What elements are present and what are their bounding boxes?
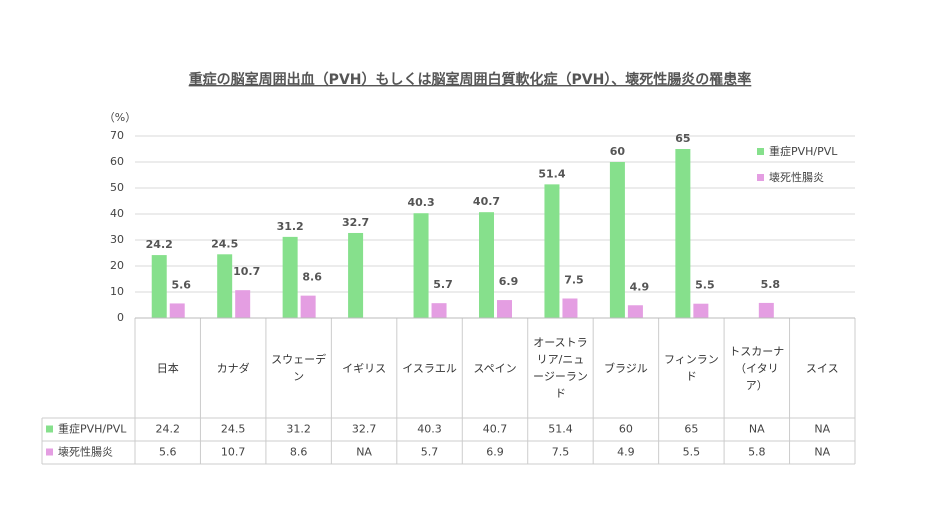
data-label: 40.3 bbox=[407, 196, 434, 209]
y-tick-label: 70 bbox=[110, 129, 124, 142]
x-tick-label: スイス bbox=[805, 361, 839, 375]
bar bbox=[675, 149, 691, 318]
table-cell: 65 bbox=[684, 423, 698, 436]
x-category-cell: ブラジル bbox=[604, 361, 648, 375]
table-cell: 32.7 bbox=[352, 423, 377, 436]
data-label: 65 bbox=[675, 132, 690, 145]
table-cell: 5.8 bbox=[748, 446, 766, 459]
legend-swatch bbox=[757, 174, 764, 181]
table-cell: 31.2 bbox=[286, 423, 311, 436]
data-label: 8.6 bbox=[302, 271, 322, 284]
table-cell: 60 bbox=[619, 423, 633, 436]
bar bbox=[217, 254, 233, 318]
table-cell: 5.7 bbox=[421, 446, 439, 459]
x-tick-label: イギリス bbox=[342, 361, 387, 375]
data-label: 32.7 bbox=[342, 216, 369, 229]
table-cell: NA bbox=[814, 423, 830, 436]
x-category-cell: イスラエル bbox=[402, 361, 457, 375]
y-tick-label: 30 bbox=[110, 233, 124, 246]
y-tick-label: 0 bbox=[117, 311, 124, 324]
table-cell: 24.2 bbox=[155, 423, 180, 436]
table-legend-swatch bbox=[46, 448, 53, 456]
bar bbox=[431, 303, 447, 318]
legend-label: 壊死性腸炎 bbox=[769, 170, 824, 184]
bar bbox=[544, 184, 560, 318]
data-label: 31.2 bbox=[277, 220, 304, 233]
bar bbox=[235, 290, 251, 318]
table-cell: NA bbox=[814, 446, 830, 459]
table-cell: 5.6 bbox=[159, 446, 177, 459]
x-category-cell: 日本 bbox=[156, 361, 179, 375]
data-label: 6.9 bbox=[499, 275, 519, 288]
data-label: 40.7 bbox=[473, 195, 500, 208]
x-tick-label: スペイン bbox=[473, 361, 517, 375]
x-tick-label: スウェーデン bbox=[271, 353, 327, 383]
table-cell: 51.4 bbox=[548, 423, 573, 436]
bar bbox=[300, 295, 316, 318]
bar bbox=[497, 300, 512, 318]
bar bbox=[348, 232, 364, 318]
x-category-cell: スイス bbox=[805, 361, 839, 375]
data-label: 51.4 bbox=[538, 167, 565, 180]
table-row-label: 重症PVH/PVL bbox=[58, 422, 127, 436]
bar bbox=[758, 302, 774, 318]
data-label: 7.5 bbox=[564, 274, 584, 287]
x-tick-label: オーストラリア/ニュージーランド bbox=[533, 336, 588, 400]
x-category-cell: トスカーナ（イタリア） bbox=[729, 344, 785, 392]
bar bbox=[693, 303, 709, 318]
x-category-cell: カナダ bbox=[216, 361, 250, 375]
data-label: 10.7 bbox=[233, 265, 260, 278]
table-cell: 24.5 bbox=[221, 423, 246, 436]
bar bbox=[562, 298, 578, 318]
data-label: 4.9 bbox=[630, 280, 650, 293]
table-cell: 4.9 bbox=[617, 446, 635, 459]
data-label: 5.6 bbox=[171, 278, 191, 291]
y-tick-label: 60 bbox=[110, 155, 124, 168]
data-label: 5.7 bbox=[433, 278, 453, 291]
x-category-cell: フィンランド bbox=[663, 353, 719, 383]
bar bbox=[479, 212, 494, 318]
table-cell: 10.7 bbox=[221, 446, 246, 459]
bar bbox=[169, 303, 185, 318]
bar bbox=[413, 213, 429, 318]
x-tick-label: ブラジル bbox=[604, 361, 648, 375]
data-label: 5.8 bbox=[761, 278, 781, 291]
x-tick-label: トスカーナ（イタリア） bbox=[729, 344, 785, 392]
table-legend-swatch bbox=[46, 425, 53, 433]
table-cell: NA bbox=[749, 423, 765, 436]
data-label: 5.5 bbox=[695, 279, 715, 292]
table-cell: 8.6 bbox=[290, 446, 308, 459]
bar bbox=[151, 255, 167, 318]
table-cell: 40.3 bbox=[417, 423, 442, 436]
x-category-cell: イギリス bbox=[342, 361, 387, 375]
x-category-cell: スウェーデン bbox=[271, 353, 327, 383]
table-cell: NA bbox=[356, 446, 372, 459]
y-tick-label: 20 bbox=[110, 259, 124, 272]
data-label: 24.2 bbox=[146, 238, 173, 251]
bar bbox=[627, 305, 643, 318]
data-label: 24.5 bbox=[211, 237, 238, 250]
bar bbox=[282, 236, 298, 318]
table-cell: 5.5 bbox=[683, 446, 701, 459]
legend-label: 重症PVH/PVL bbox=[769, 144, 838, 158]
table-row-label: 壊死性腸炎 bbox=[58, 445, 113, 459]
x-tick-label: カナダ bbox=[216, 361, 250, 375]
table-cell: 7.5 bbox=[552, 446, 570, 459]
x-tick-label: イスラエル bbox=[402, 361, 457, 375]
x-tick-label: 日本 bbox=[156, 361, 179, 375]
table-cell: 40.7 bbox=[483, 423, 508, 436]
legend-swatch bbox=[757, 148, 764, 155]
table-cell: 6.9 bbox=[486, 446, 504, 459]
chart-title: 重症の脳室周囲出血（PVH）もしくは脳室周囲白質軟化症（PVH）、壊死性腸炎の罹… bbox=[189, 71, 752, 88]
x-category-cell: スペイン bbox=[473, 361, 517, 375]
x-tick-label: フィンランド bbox=[663, 353, 719, 383]
y-tick-label: 10 bbox=[110, 285, 124, 298]
bar bbox=[609, 162, 625, 318]
data-label: 60 bbox=[610, 145, 626, 158]
y-tick-label: 40 bbox=[110, 207, 124, 220]
x-category-cell: オーストラリア/ニュージーランド bbox=[533, 336, 588, 400]
y-tick-label: 50 bbox=[110, 181, 124, 194]
y-unit: （%） bbox=[104, 111, 136, 124]
